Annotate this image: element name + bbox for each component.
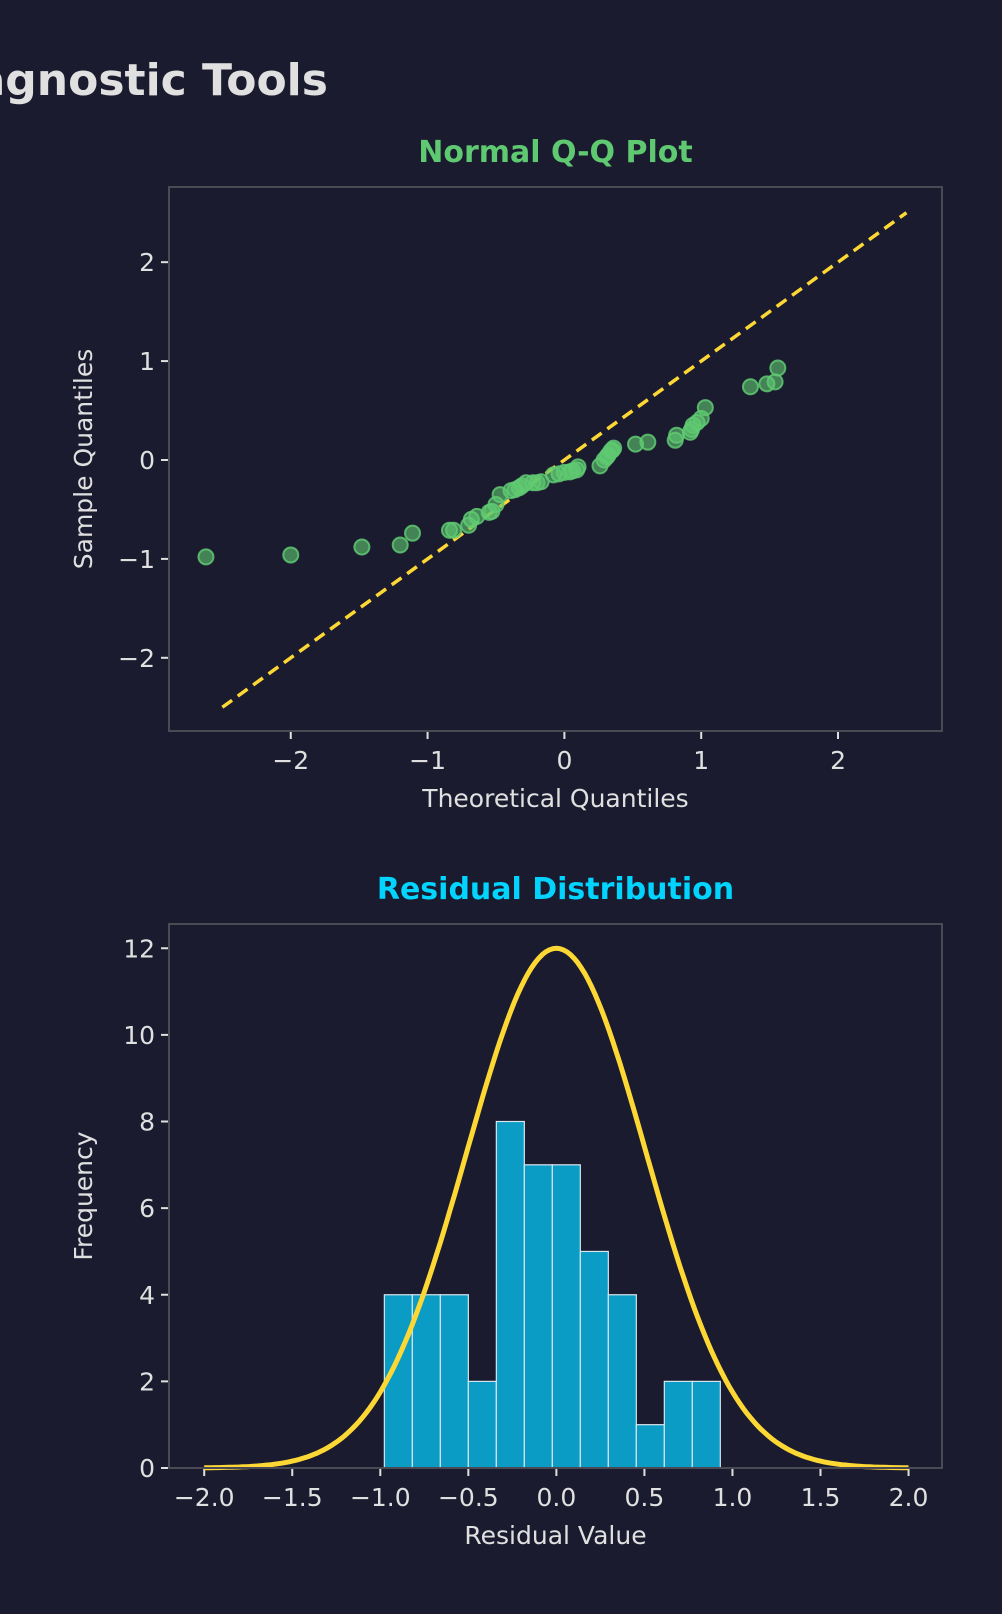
histogram-bar [551,1164,581,1469]
histogram-bar [439,1294,469,1469]
histogram-bar [607,1294,637,1469]
data-point [445,521,463,539]
data-point [668,426,686,444]
data-point [353,538,371,556]
x-tick-label: 1.5 [801,1483,841,1512]
page-title: Diagnostic Tools [0,55,328,106]
y-tick-label: 12 [123,934,155,963]
y-tick-label: 10 [123,1021,155,1050]
y-tick-label: 8 [139,1108,155,1137]
reference-line [221,211,908,709]
histogram-plot: Residual Distribution −2.0 −1.5 −1.0 −0.5 0.0… [69,872,943,1550]
data-point [480,503,498,521]
histogram-bar [467,1380,497,1469]
x-tick-label: 1.0 [713,1483,753,1512]
x-tick-label: −2 [272,746,309,775]
data-point [510,479,528,497]
data-point [639,433,657,451]
histogram-bar [579,1250,609,1469]
data-point [282,546,300,564]
data-point [197,548,215,566]
data-point [741,378,759,396]
x-axis-label: Residual Value [464,1521,646,1550]
y-tick-label: 4 [139,1281,155,1310]
x-axis-label: Theoretical Quantiles [421,784,688,813]
chart-title: Residual Distribution [377,872,734,907]
histogram-bar [495,1120,525,1469]
y-tick-label: −2 [118,644,155,673]
x-tick-label: −0.5 [438,1483,499,1512]
y-tick-label: 2 [139,248,155,277]
data-point [404,524,422,542]
histogram-bar [663,1380,693,1469]
normal-curve [204,945,909,1471]
y-tick-label: 6 [139,1194,155,1223]
plot-frame [168,186,943,732]
x-tick-label: −2.0 [174,1483,235,1512]
y-tick-label: 1 [139,347,155,376]
x-tick-label: −1.5 [262,1483,323,1512]
y-tick-label: 0 [139,446,155,475]
chart-title: Normal Q-Q Plot [418,135,692,170]
data-point [391,536,409,554]
x-tick-label: 1 [693,746,709,775]
data-point [696,399,714,417]
x-tick-label: 0.5 [625,1483,665,1512]
x-tick-label: 0.0 [536,1483,576,1512]
histogram-bar [691,1380,721,1469]
data-point [605,439,623,457]
x-tick-label: −1.0 [350,1483,411,1512]
histogram-bar [523,1164,553,1469]
x-tick-label: −1 [409,746,446,775]
plot-frame [168,923,943,1469]
x-tick-label: 2 [830,746,846,775]
y-tick-label: 0 [139,1454,155,1483]
data-point [766,373,784,391]
y-tick-label: 2 [139,1367,155,1396]
y-tick-label: −1 [118,545,155,574]
data-point [769,359,787,377]
x-tick-label: 0 [556,746,572,775]
y-axis-label: Frequency [69,1131,98,1260]
y-axis-label: Sample Quantiles [69,349,98,569]
qq-plot: Normal Q-Q Plot −2 −1 0 1 2 −2 −1 0 1 2 Theoretical… [69,135,943,813]
histogram-bar [635,1424,665,1469]
x-tick-label: 2.0 [889,1483,929,1512]
histogram-bar [411,1294,441,1469]
data-point [564,462,582,480]
